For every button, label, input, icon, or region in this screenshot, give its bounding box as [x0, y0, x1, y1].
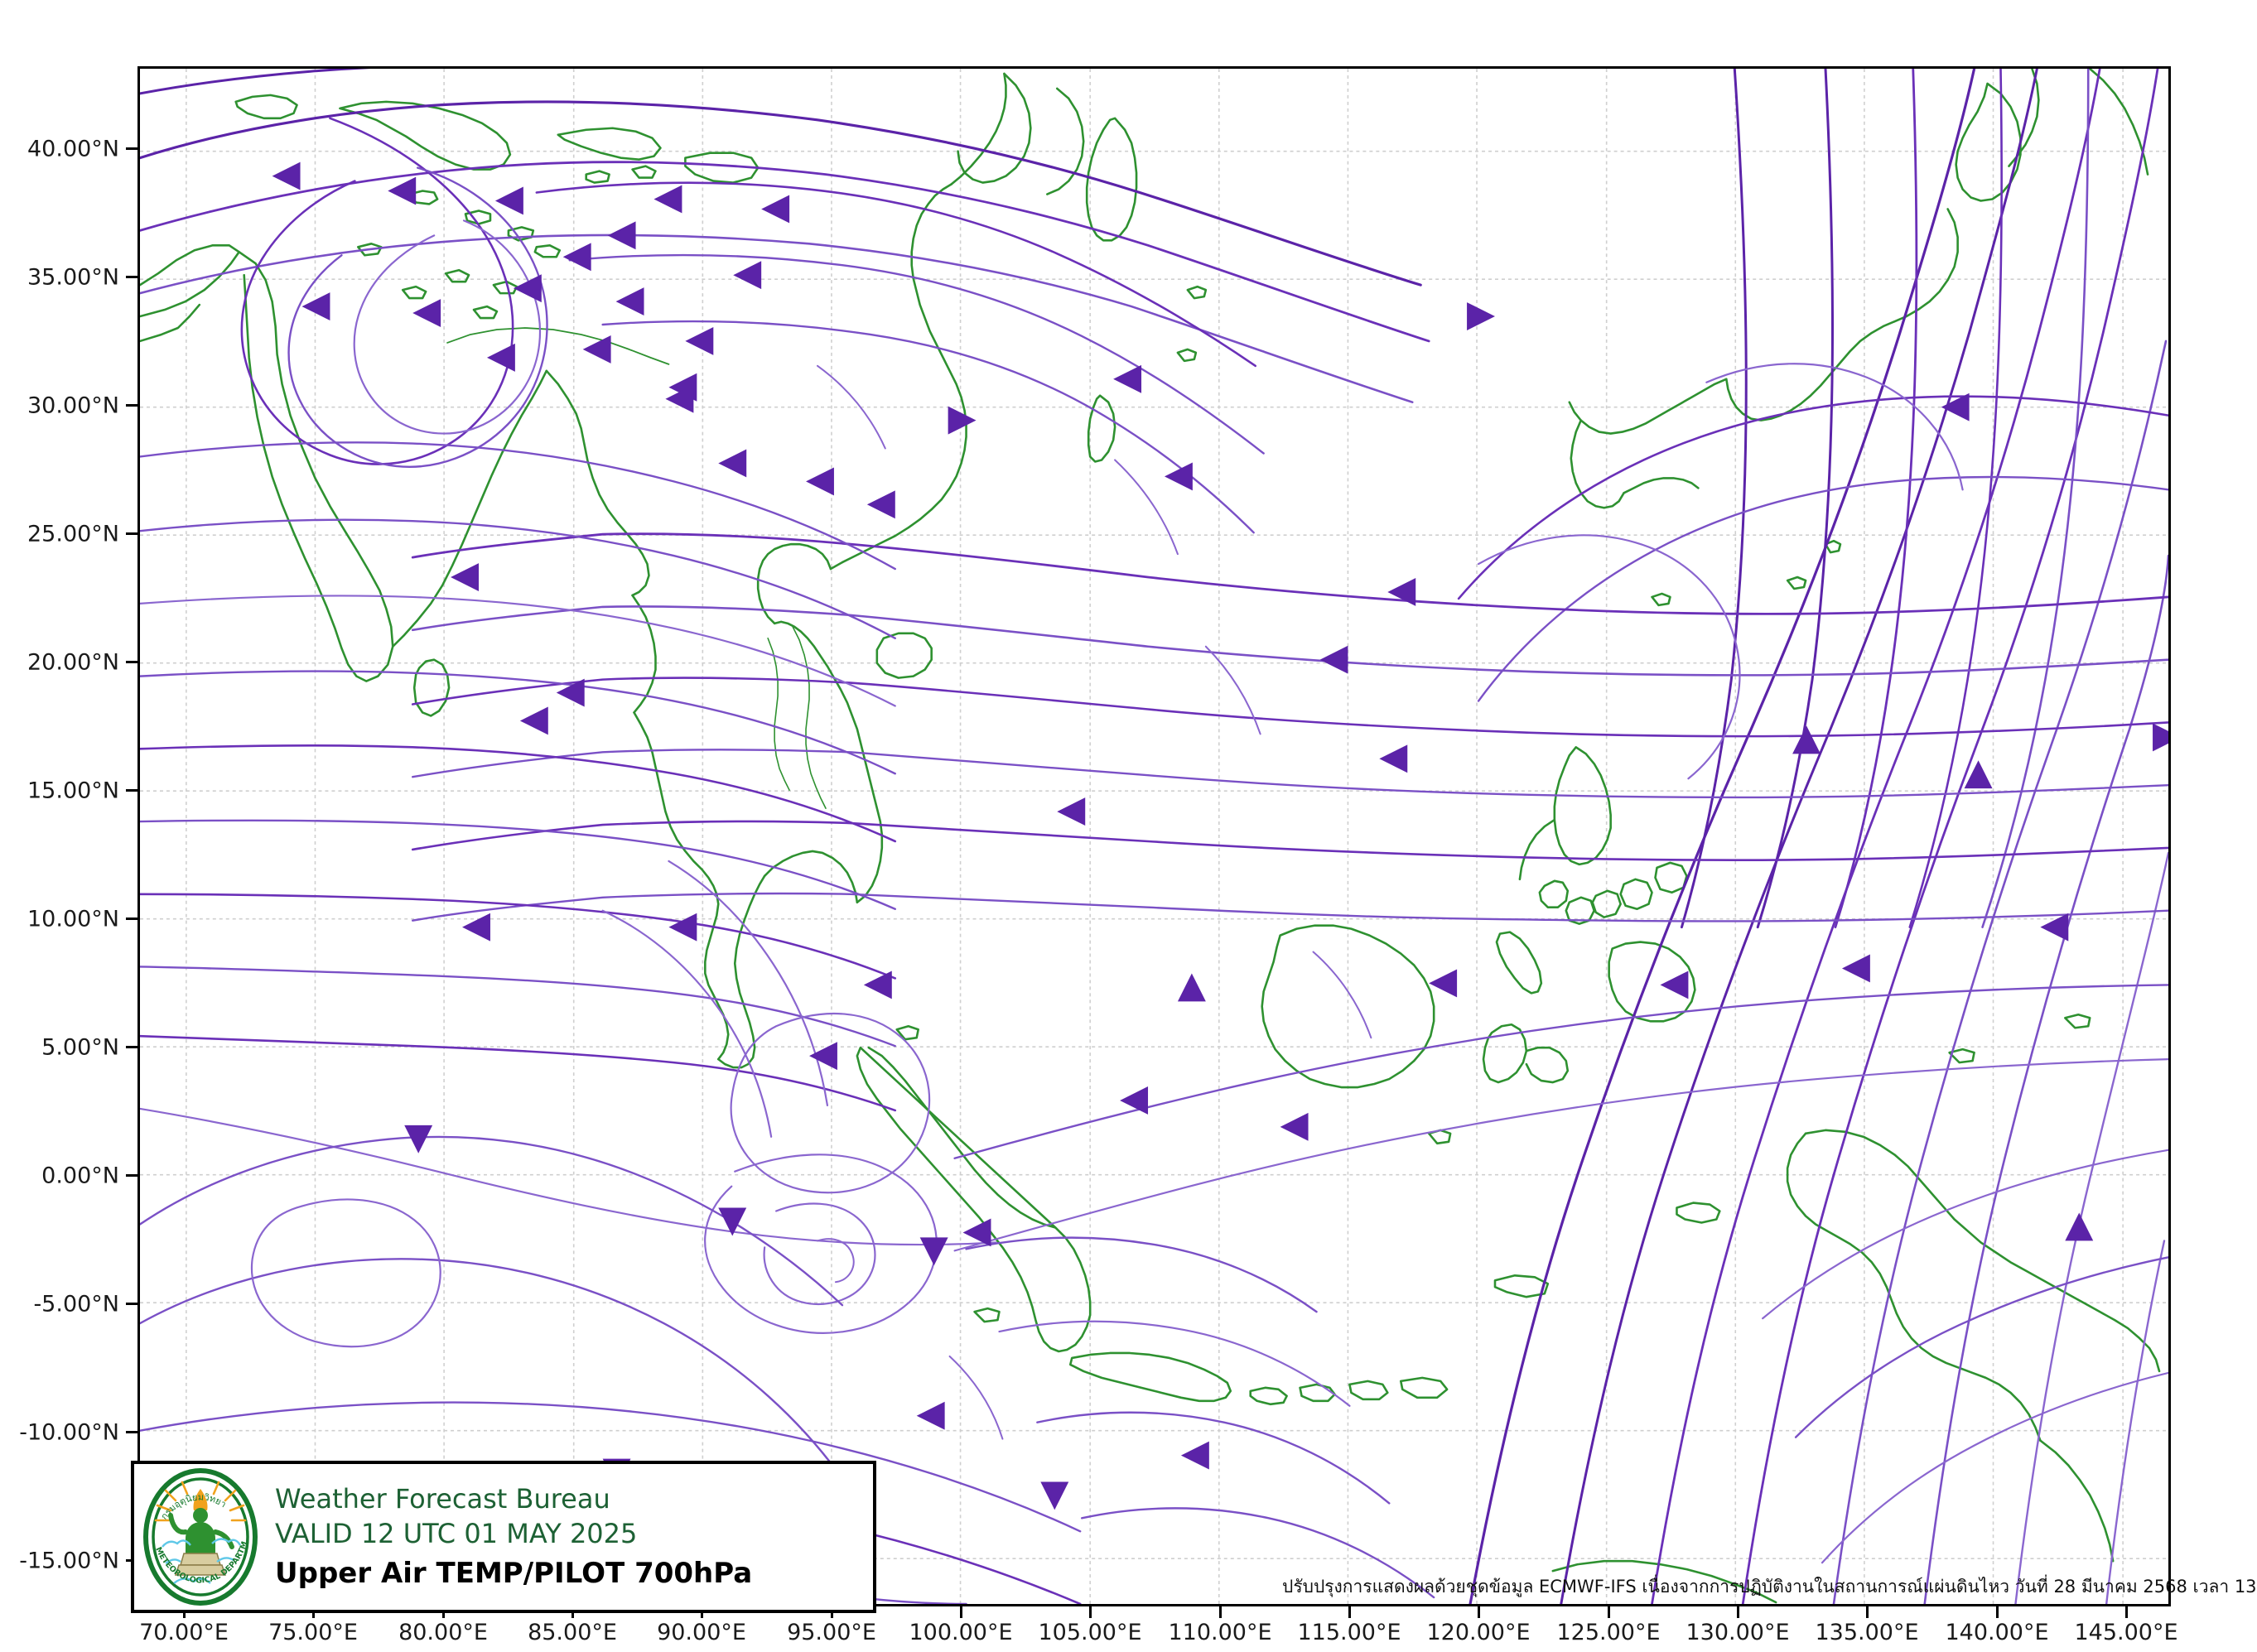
product-name: Upper Air TEMP/PILOT 700hPa	[275, 1556, 753, 1590]
x-tick-label: 115.00°E	[1297, 1620, 1401, 1645]
x-tick-label: 85.00°E	[528, 1620, 617, 1645]
coastlines-layer	[140, 69, 2161, 1604]
streamlines-layer	[140, 69, 2168, 1604]
seal-svg: กรมอุตุนิยมวิทยา METEOROLOGICAL DEPARTME…	[134, 1461, 258, 1606]
bureau-name: Weather Forecast Bureau	[275, 1482, 610, 1515]
y-tick-label: 5.00°N	[41, 1034, 119, 1061]
map-canvas	[140, 69, 2168, 1604]
map-title-legend-box: กรมอุตุนิยมวิทยา METEOROLOGICAL DEPARTME…	[131, 1461, 876, 1613]
y-tick-label: 35.00°N	[27, 264, 119, 291]
x-tick-label: 100.00°E	[909, 1620, 1013, 1645]
map-gridlines	[140, 69, 2168, 1604]
y-tick-label: -5.00°N	[33, 1291, 119, 1317]
x-tick-label: 70.00°E	[139, 1620, 229, 1645]
streamline-arrowheads	[272, 161, 2168, 1510]
x-tick-label: 145.00°E	[2074, 1620, 2178, 1645]
data-source-note: ปรับปรุงการแสดงผลด้วยชุดข้อมูล ECMWF-IFS…	[1282, 1577, 2257, 1597]
x-tick-label: 110.00°E	[1168, 1620, 1272, 1645]
legend-text-block: Weather Forecast Bureau VALID 12 UTC 01 …	[263, 1483, 873, 1592]
y-tick-label: 20.00°N	[27, 649, 119, 676]
x-tick-label: 125.00°E	[1556, 1620, 1661, 1645]
x-tick-label: 105.00°E	[1038, 1620, 1142, 1645]
x-tick-label: 135.00°E	[1815, 1620, 1919, 1645]
x-tick-label: 90.00°E	[657, 1620, 746, 1645]
thai-meteorological-department-seal-icon: กรมอุตุนิยมวิทยา METEOROLOGICAL DEPARTME…	[134, 1461, 263, 1606]
x-tick-label: 120.00°E	[1426, 1620, 1531, 1645]
y-tick-label: 30.00°N	[27, 393, 119, 419]
y-tick-label: 0.00°N	[41, 1163, 119, 1189]
y-tick-label: 25.00°N	[27, 521, 119, 547]
x-tick-label: 130.00°E	[1686, 1620, 1790, 1645]
y-tick-label: -10.00°N	[19, 1419, 119, 1446]
valid-time: VALID 12 UTC 01 MAY 2025	[275, 1517, 638, 1549]
x-tick-label: 75.00°E	[268, 1620, 358, 1645]
map-plot-area	[137, 66, 2171, 1606]
y-tick-label: 15.00°N	[27, 778, 119, 804]
x-tick-label: 140.00°E	[1945, 1620, 2049, 1645]
x-tick-label: 80.00°E	[398, 1620, 488, 1645]
y-tick-label: 40.00°N	[27, 136, 119, 162]
x-tick-label: 95.00°E	[787, 1620, 876, 1645]
y-tick-label: 10.00°N	[27, 906, 119, 932]
y-tick-label: -15.00°N	[19, 1548, 119, 1574]
